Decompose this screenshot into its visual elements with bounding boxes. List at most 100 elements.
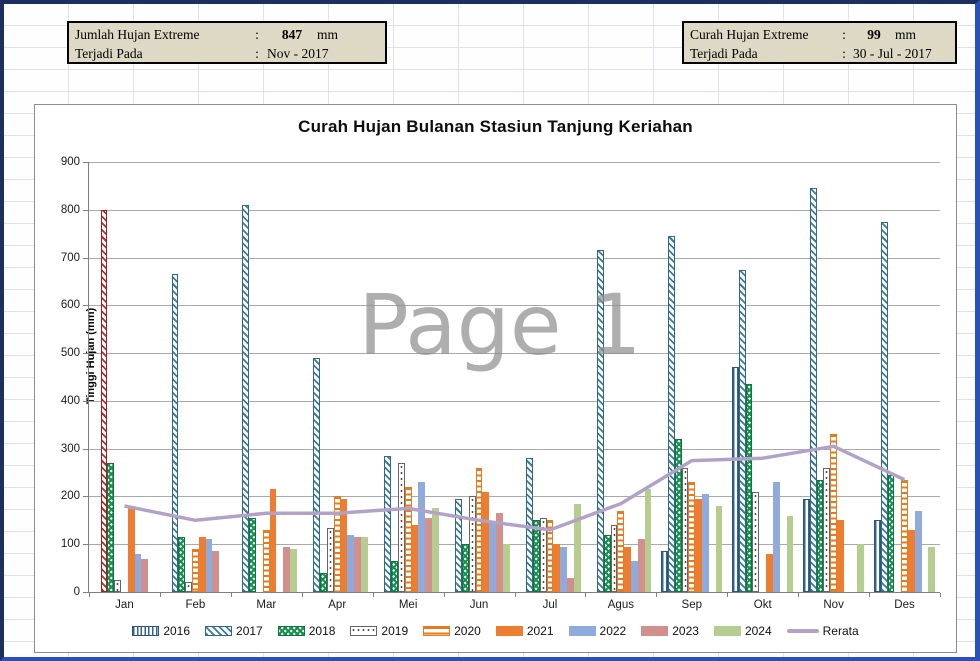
bar-2021-Sep <box>695 498 702 592</box>
bar-2020-Jul <box>546 520 554 592</box>
bar-2017-Sep <box>667 236 675 592</box>
bar-2022-Jan <box>134 553 142 592</box>
y-tick-label: 0 <box>73 586 80 598</box>
y-tick-label: 800 <box>60 203 80 216</box>
bar-2018-Nov <box>816 479 824 592</box>
rainfall-chart-object[interactable]: Curah Hujan Bulanan Stasiun Tanjung Keri… <box>34 104 957 653</box>
bar-2018-Sep <box>674 439 682 592</box>
bar-2019-Mei <box>397 463 405 592</box>
bar-2021-Okt <box>766 553 773 592</box>
legend-item-2024: 2024 <box>713 624 772 638</box>
bar-2019-Jan <box>114 580 122 592</box>
x-tick <box>514 593 516 597</box>
bar-2023-Agus <box>637 539 645 592</box>
legend-item-2022: 2022 <box>568 624 627 638</box>
bar-2024-Sep <box>715 506 723 592</box>
bar-2021-Agus <box>624 546 632 592</box>
legend-swatch-2017-icon <box>205 626 233 636</box>
info-label: Terjadi Pada <box>690 46 758 61</box>
bar-2022-Feb <box>205 539 213 592</box>
bar-2020-Jun <box>475 467 483 592</box>
bar-2018-Okt <box>745 384 753 592</box>
bar-2019-Jun <box>468 496 476 592</box>
x-category-label: Okt <box>753 599 772 611</box>
bar-2022-Agus <box>631 560 638 592</box>
legend-swatch-rerata-icon <box>786 629 819 633</box>
bar-2022-Apr <box>347 534 355 592</box>
bar-2024-Mar <box>290 549 297 592</box>
bar-2019-Apr <box>326 527 334 592</box>
infobox-row: Terjadi Pada : Nov - 2017 <box>75 44 379 63</box>
bar-2022-Sep <box>702 494 709 592</box>
bar-2022-Jul <box>560 546 567 592</box>
x-category-label: Apr <box>328 599 347 611</box>
bar-2019-Nov <box>823 467 831 592</box>
bar-2022-Mei <box>418 482 426 592</box>
bar-2018-Jun <box>462 544 469 592</box>
gridline <box>89 162 940 163</box>
bar-2024-Apr <box>361 537 368 592</box>
bar-2017-Okt <box>738 269 746 592</box>
bar-2018-Feb <box>178 537 186 592</box>
legend-label: 2018 <box>308 624 336 638</box>
bar-2021-Jul <box>553 544 561 592</box>
info-value: Nov - 2017 <box>267 46 329 61</box>
info-colon: : <box>255 27 259 42</box>
info-label: Jumlah Hujan Extreme <box>75 27 200 42</box>
legend-item-rerata: Rerata <box>786 624 859 638</box>
legend-item-2017: 2017 <box>205 624 263 638</box>
y-tick <box>83 496 88 498</box>
legend-item-2018: 2018 <box>277 624 336 638</box>
bar-2017-Mar <box>242 205 250 592</box>
legend-label: Rerata <box>822 624 859 638</box>
extreme-daily-infobox[interactable]: Curah Hujan Extreme : 99 mm Terjadi Pada… <box>682 21 957 64</box>
x-category-label: Nov <box>823 599 844 611</box>
bar-2023-Mei <box>425 517 432 592</box>
bar-2023-Jul <box>566 577 574 592</box>
y-tick-label: 300 <box>60 442 80 455</box>
x-category-label: Des <box>894 599 915 611</box>
plot-area: Tinggi Hujan (mm) 0 100 200 300 400 500 600 700… <box>61 156 941 611</box>
bar-2024-Agus <box>644 489 652 592</box>
bar-2021-Feb <box>198 537 206 592</box>
x-category-label: Sep <box>681 599 703 611</box>
page-watermark: Page 1 <box>358 276 642 374</box>
bar-2018-Des <box>887 474 895 592</box>
y-axis-line <box>88 162 89 592</box>
rerata-line <box>124 444 906 532</box>
bar-2021-Nov <box>837 520 844 592</box>
info-label: Curah Hujan Extreme <box>690 27 809 42</box>
bar-2019-Jul <box>539 517 547 592</box>
legend-label: 2022 <box>599 624 627 638</box>
info-colon: : <box>842 46 846 61</box>
info-value: 99 <box>867 27 881 42</box>
legend-label: 2024 <box>744 624 772 638</box>
legend-swatch-2023-icon <box>641 626 669 636</box>
extreme-total-infobox[interactable]: Jumlah Hujan Extreme : 847 mm Terjadi Pa… <box>67 21 387 64</box>
x-category-label: Agus <box>607 599 634 611</box>
bar-2020-Feb <box>191 549 199 592</box>
bar-2018-Mei <box>391 560 398 592</box>
gridline <box>89 448 940 450</box>
bar-2023-Mar <box>283 546 291 592</box>
x-tick <box>656 593 658 597</box>
legend-item-2016: 2016 <box>132 624 190 638</box>
legend-item-2021: 2021 <box>495 624 554 638</box>
x-category-label: Mar <box>256 599 277 611</box>
bar-2024-Des <box>928 546 936 592</box>
x-tick <box>230 593 232 597</box>
bar-2021-Mar <box>269 489 277 592</box>
bar-2020-Agus <box>617 510 625 592</box>
gridline <box>89 400 940 402</box>
bar-2023-Jan <box>141 558 149 592</box>
x-tick <box>372 593 374 597</box>
infobox-row: Jumlah Hujan Extreme : 847 mm <box>75 25 379 44</box>
info-value: 847 <box>281 27 303 42</box>
bar-2024-Nov <box>857 544 865 592</box>
info-value: 30 - Jul - 2017 <box>853 46 932 61</box>
bar-2016-Sep <box>661 551 668 592</box>
legend-label: 2019 <box>381 624 409 638</box>
bar-2018-Agus <box>603 534 611 592</box>
bar-2024-Jun <box>502 544 510 592</box>
infobox-row: Terjadi Pada : 30 - Jul - 2017 <box>690 44 949 63</box>
